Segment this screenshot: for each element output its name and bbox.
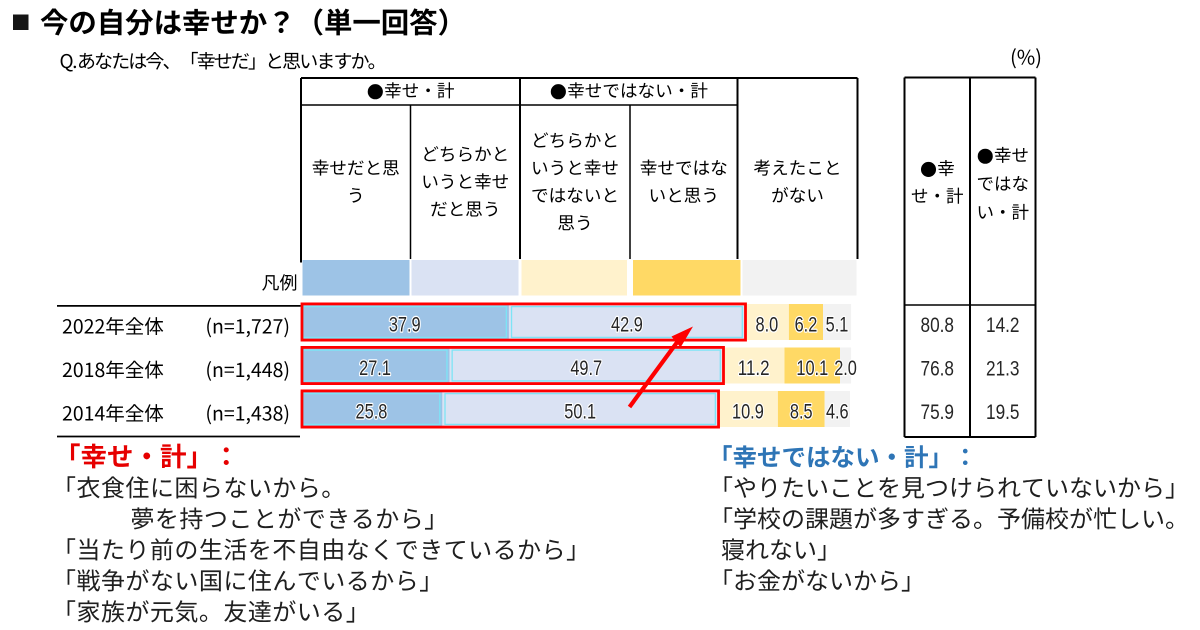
svg-text:76.8: 76.8 — [921, 357, 955, 381]
svg-text:42.9: 42.9 — [611, 312, 643, 336]
svg-text:4.6: 4.6 — [826, 399, 849, 423]
svg-text:8.5: 8.5 — [790, 399, 813, 423]
svg-text:14.2: 14.2 — [986, 313, 1020, 337]
svg-text:75.9: 75.9 — [921, 400, 955, 424]
svg-text:50.1: 50.1 — [564, 399, 596, 423]
svg-text:2.0: 2.0 — [834, 356, 857, 380]
svg-text:80.8: 80.8 — [921, 313, 955, 337]
svg-text:8.0: 8.0 — [756, 312, 779, 336]
svg-text:5.1: 5.1 — [826, 312, 849, 336]
svg-text:6.2: 6.2 — [795, 312, 818, 336]
svg-text:10.9: 10.9 — [732, 399, 764, 423]
svg-text:10.1: 10.1 — [796, 356, 828, 380]
svg-text:11.2: 11.2 — [738, 356, 770, 380]
svg-text:27.1: 27.1 — [359, 356, 391, 380]
svg-text:19.5: 19.5 — [986, 400, 1020, 424]
svg-text:25.8: 25.8 — [356, 399, 388, 423]
svg-text:21.3: 21.3 — [986, 357, 1020, 381]
svg-text:49.7: 49.7 — [570, 356, 602, 380]
svg-text:37.9: 37.9 — [389, 312, 421, 336]
